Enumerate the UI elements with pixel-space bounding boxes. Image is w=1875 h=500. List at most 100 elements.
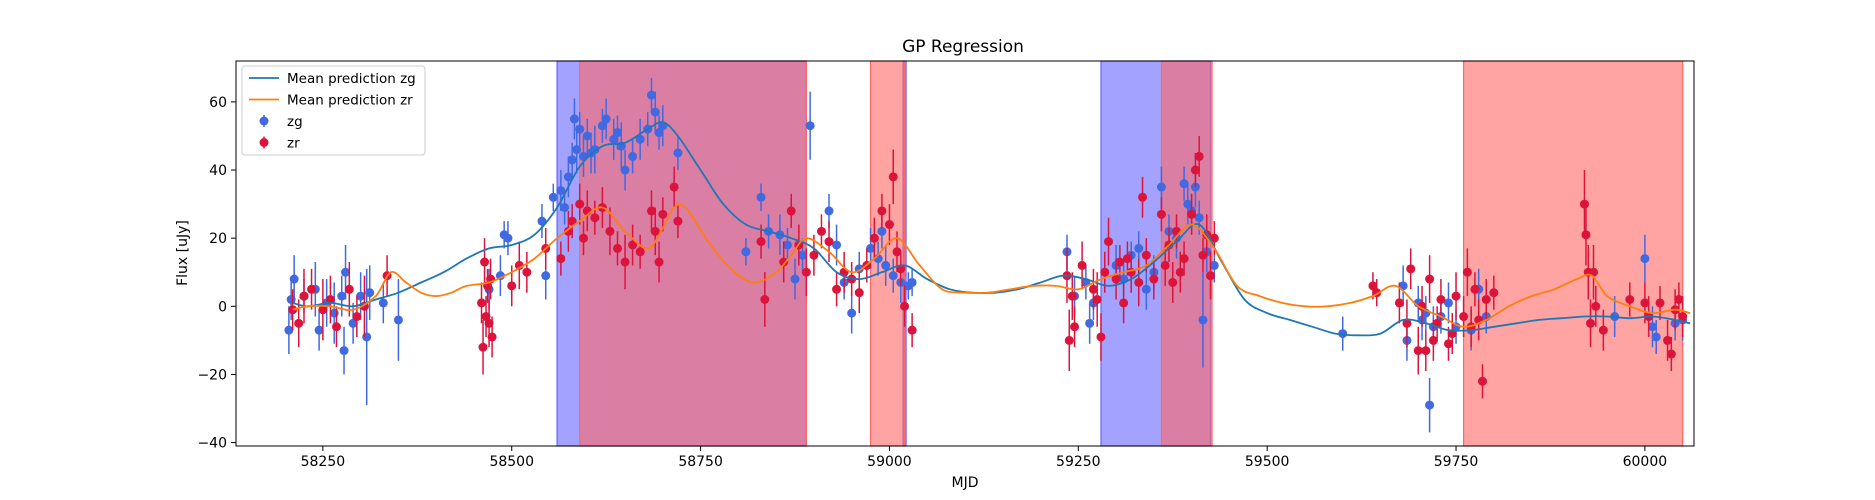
zr-point-marker (1064, 335, 1074, 345)
zr-point (1417, 285, 1427, 327)
legend-label: zg (287, 114, 303, 130)
zr-point-marker (1088, 284, 1098, 294)
zg-point-marker (635, 134, 645, 144)
zr-point (900, 285, 910, 327)
zr-point-marker (1138, 192, 1148, 202)
zg-point-marker (548, 192, 558, 202)
zr-point-marker (1134, 277, 1144, 287)
zr-point-marker (1122, 254, 1132, 264)
zg-point (609, 118, 619, 160)
zg-point (1640, 234, 1650, 283)
zr-point-marker (877, 206, 887, 216)
zr-point (801, 248, 811, 297)
zg-point-marker (1198, 315, 1208, 325)
zr-point-marker (567, 216, 577, 226)
zr-point-marker (1077, 260, 1087, 270)
zr-point (318, 279, 328, 341)
zr-point-marker (650, 226, 660, 236)
zg-point (654, 115, 664, 150)
zr-point (650, 207, 660, 256)
zg-point (314, 309, 324, 351)
zr-point-marker (824, 237, 834, 247)
legend-label: Mean prediction zr (287, 93, 413, 109)
zg-point (628, 139, 638, 174)
zg-point-marker (556, 185, 566, 195)
zg-point-marker (756, 192, 766, 202)
zr-point (477, 282, 487, 324)
zr-point (620, 234, 630, 290)
zg-point-marker (378, 298, 388, 308)
y-axis-ticks: −40 −20 0 20 40 60 (197, 95, 236, 452)
zr-point-marker (1663, 335, 1673, 345)
zr-point (590, 200, 600, 235)
zr-point (522, 251, 532, 293)
zr-point-marker (318, 305, 328, 315)
zr-point-marker (892, 247, 902, 257)
zg-point-marker (341, 267, 351, 277)
zg-point-marker (541, 271, 551, 281)
zr-point-marker (884, 220, 894, 230)
zr-point-marker (1481, 294, 1491, 304)
x-tick-label: 58500 (489, 454, 534, 470)
zg-point (635, 118, 645, 160)
zr-point (288, 289, 298, 331)
zg-point (567, 142, 577, 177)
zr-point-marker (1591, 301, 1601, 311)
zr-point-marker (1459, 312, 1469, 322)
zr-point (816, 214, 826, 249)
zr-point (579, 221, 589, 256)
zr-point-marker (1674, 294, 1684, 304)
zg-point-marker (1443, 298, 1453, 308)
zr-point (1655, 285, 1665, 320)
zg-point (563, 156, 573, 198)
zr-point (1187, 193, 1197, 235)
zg-point (1443, 282, 1453, 324)
zg-point-marker (356, 291, 366, 301)
zr-point-marker (1368, 281, 1378, 291)
zr-point-marker (331, 322, 341, 332)
zr-point-marker (816, 226, 826, 236)
zr-point (344, 262, 354, 317)
zr-point-marker (299, 291, 309, 301)
zr-point-marker (484, 318, 494, 328)
zg-point (888, 258, 898, 293)
legend-entry: zr (259, 136, 300, 152)
zr-point-marker (1096, 332, 1106, 342)
zg-point (503, 221, 513, 256)
zr-point-marker (1092, 294, 1102, 304)
zr-point (307, 268, 317, 310)
zr-point-marker (801, 267, 811, 277)
zr-point-marker (1425, 274, 1435, 284)
y-tick-label: 20 (209, 231, 227, 247)
zr-point-marker (1421, 346, 1431, 356)
zr-point-marker (1190, 165, 1200, 175)
x-tick-label: 59250 (1056, 454, 1101, 470)
zg-point-marker (1085, 318, 1095, 328)
zr-point (760, 272, 770, 327)
y-tick-label: 60 (209, 95, 227, 111)
zr-point (1462, 248, 1472, 297)
zr-point (1489, 275, 1499, 310)
zr-point-marker (480, 257, 490, 267)
zg-point-marker (866, 243, 876, 253)
zr-point-marker (1413, 346, 1423, 356)
zg-point (650, 91, 660, 133)
zr-point-marker (579, 233, 589, 243)
zg-point-marker (348, 318, 358, 328)
zg-point (741, 238, 751, 266)
zr-point (481, 296, 491, 337)
zr-point-marker (612, 243, 622, 253)
zr-point (658, 197, 668, 232)
zr-point-marker (1175, 267, 1185, 277)
zr-point (1119, 282, 1129, 324)
zr-point (1194, 135, 1204, 177)
legend-label: Mean prediction zg (287, 71, 416, 87)
zg-point-marker (646, 90, 656, 100)
zg-point (620, 149, 630, 191)
legend: Mean prediction zg Mean prediction zr zg zr (241, 65, 426, 156)
x-tick-label: 59500 (1245, 454, 1290, 470)
zr-point-marker (1067, 291, 1077, 301)
zr-point (1413, 326, 1423, 375)
zr-point (1421, 330, 1431, 372)
zg-point-marker (673, 148, 683, 158)
